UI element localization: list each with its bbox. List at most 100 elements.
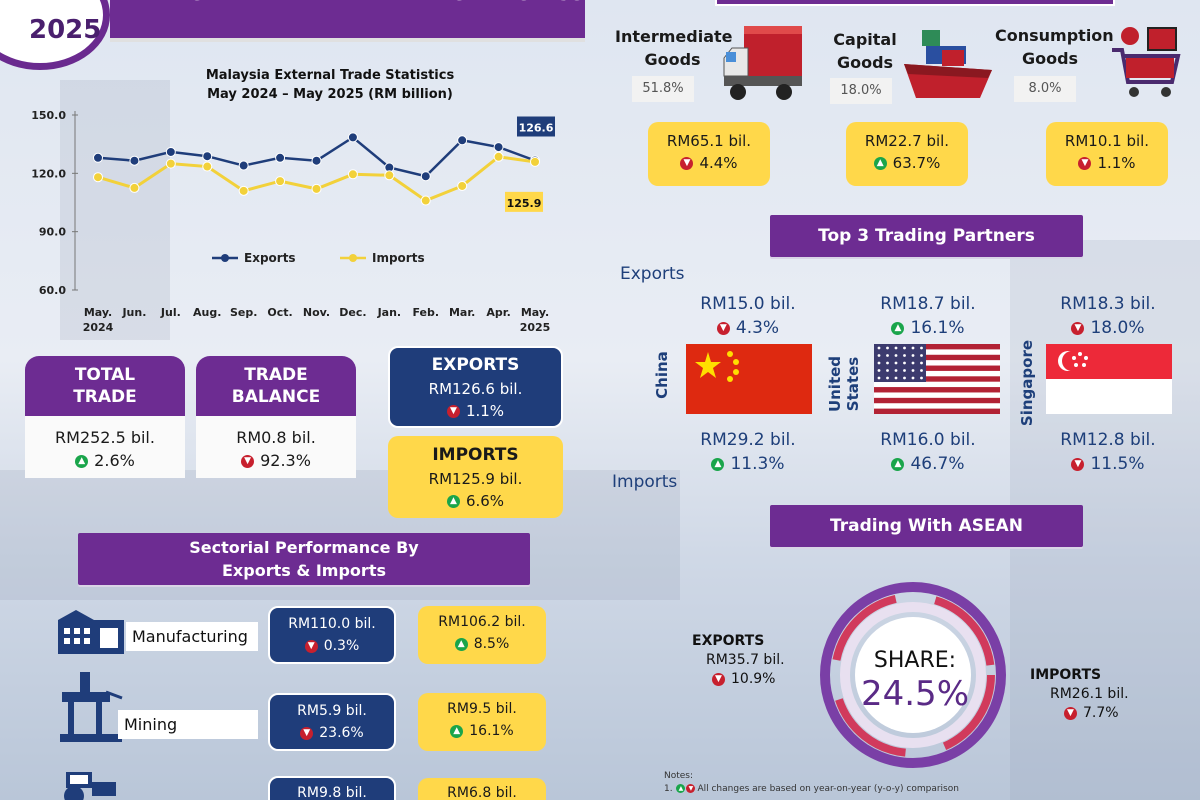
arrow-down-icon: ▼ [1071, 457, 1085, 471]
sectorial-title-2: Exports & Imports [222, 561, 386, 580]
asean-exports-value: RM35.7 bil. [706, 652, 785, 668]
flag-star [903, 376, 906, 380]
notes-prefix: 1. [664, 784, 673, 794]
y-tick-label: 90.0 [39, 226, 66, 239]
ship-icon [902, 22, 994, 104]
data-point-imports [347, 169, 358, 180]
us-imports-change: 46.7% [910, 454, 965, 474]
legend-marker-exports [221, 254, 229, 262]
data-point-imports [420, 195, 431, 206]
goods-title-capital-1: Capital [833, 30, 897, 49]
singapore-exports: RM18.3 bil. ▼ 18.0% [1038, 292, 1178, 340]
arrow-up-icon: ▲ [75, 455, 89, 468]
mining-imports-change: 16.1% [469, 723, 514, 739]
us-exports-value: RM18.7 bil. [880, 294, 976, 314]
arrow-up-icon: ▲ [873, 157, 887, 170]
trade-line-chart: 150.0 120.0 90.0 60.0 May. 2024 Jun. Jul. Aug. Se… [31, 109, 555, 334]
flag-stripe [874, 354, 1000, 361]
goods-title-intermediate: Intermediate Goods [615, 25, 733, 71]
us-imports: RM16.0 bil. ▲ 46.7% [858, 428, 998, 476]
goods-value-capital: RM22.7 bil. [864, 132, 950, 150]
flag-canton [874, 344, 926, 382]
x-tick-label: Mar. [449, 306, 475, 319]
agriculture-imports: RM6.8 bil. [418, 778, 546, 800]
year-text: 2025 [29, 15, 102, 45]
x-tick-label: Oct. [267, 306, 292, 319]
legend-label-imports: Imports [372, 251, 425, 265]
asean-share-label: SHARE: [873, 648, 957, 673]
china-exports: RM15.0 bil. ▼ 4.3% [678, 292, 818, 340]
goods-card-intermediate: RM65.1 bil. ▼ 4.4% [648, 122, 770, 186]
flag-stripe [874, 365, 1000, 372]
goods-title-consumption-2: Goods [1021, 49, 1079, 68]
data-point-exports [311, 155, 322, 166]
manufacturing-imports: RM106.2 bil. ▲ 8.5% [418, 606, 546, 664]
goods-change-intermediate: 4.4% [699, 154, 738, 172]
flag-star [877, 354, 881, 357]
data-point-imports [238, 185, 249, 196]
flag-star [877, 346, 881, 350]
flag-star [920, 361, 923, 365]
truck-icon [722, 22, 804, 104]
flag-star [894, 369, 898, 372]
notes-line-1: All changes are based on year-on-year (y… [697, 784, 959, 794]
goods-share-capital: 18.0% [830, 78, 892, 104]
flag-star [911, 361, 915, 365]
data-point-exports [457, 135, 468, 146]
flag-star [886, 376, 889, 380]
legend-marker-imports [349, 254, 357, 262]
imports-end-label: 125.9 [507, 197, 542, 210]
goods-share-intermediate: 51.8% [632, 76, 694, 102]
asean-exports-change: 10.9% [731, 671, 776, 687]
flag-star [894, 376, 898, 380]
asean-exports: EXPORTS RM35.7 bil. ▼ 10.9% [692, 632, 822, 689]
mining-imports-value: RM9.5 bil. [447, 701, 517, 717]
singapore-exports-value: RM18.3 bil. [1060, 294, 1156, 314]
x-tick-label: Nov. [303, 306, 330, 319]
china-imports: RM29.2 bil. ▲ 11.3% [678, 428, 818, 476]
arrow-up-icon: ▲ [454, 637, 468, 651]
partners-imports-label: Imports [612, 472, 678, 492]
china-exports-change: 4.3% [735, 318, 780, 338]
arrow-down-icon: ▼ [241, 455, 255, 468]
data-point-imports [93, 172, 103, 183]
data-point-exports [238, 160, 249, 171]
header-bar-right [715, 0, 1115, 6]
flag-star [886, 354, 889, 357]
flag-star [903, 354, 906, 357]
flag-stripe [874, 376, 1000, 382]
flag-star [894, 346, 898, 350]
asean-imports-change: 7.7% [1083, 705, 1119, 721]
imports-change: 6.6% [465, 492, 505, 510]
flag-stripe [874, 370, 1000, 377]
flag-stripe [874, 408, 1000, 415]
manufacturing-exports: RM110.0 bil. ▼ 0.3% [268, 606, 396, 664]
agriculture-imports-value: RM6.8 bil. [447, 785, 517, 800]
asean-circle [818, 580, 1008, 770]
arrow-down-icon: ▼ [1078, 157, 1092, 170]
year-badge: 2025 [0, 0, 110, 70]
goods-change-capital: 63.7% [892, 154, 941, 172]
data-point-imports [165, 158, 176, 169]
x-tick-label: Aug. [193, 306, 221, 319]
goods-change-consumption: 1.1% [1097, 154, 1136, 172]
trade-balance-change: 92.3% [260, 451, 311, 470]
flag-stripe [874, 344, 1000, 350]
asean-imports-value: RM26.1 bil. [1050, 686, 1129, 702]
sector-label-manufacturing: Manufacturing [126, 622, 258, 651]
us-imports-value: RM16.0 bil. [880, 430, 976, 450]
x-tick-label: Feb. [412, 306, 439, 319]
data-point-exports [275, 152, 286, 163]
arrow-down-icon: ▼ [446, 405, 460, 418]
asean-share-value: 24.5% [860, 674, 969, 714]
sectorial-title-1: Sectorial Performance By [189, 538, 419, 557]
agriculture-exports: RM9.8 bil. [268, 776, 396, 800]
goods-title-capital: Capital Goods [830, 28, 900, 74]
agriculture-exports-value: RM9.8 bil. [297, 785, 367, 800]
total-trade-label-1: TOTAL [74, 365, 136, 385]
mining-exports-change: 23.6% [319, 725, 364, 741]
sectorial-banner: Sectorial Performance By Exports & Impor… [78, 533, 530, 585]
flag-star [920, 376, 923, 380]
exports-end-label: 126.6 [519, 122, 554, 135]
arrow-down-icon: ▼ [1064, 706, 1077, 720]
